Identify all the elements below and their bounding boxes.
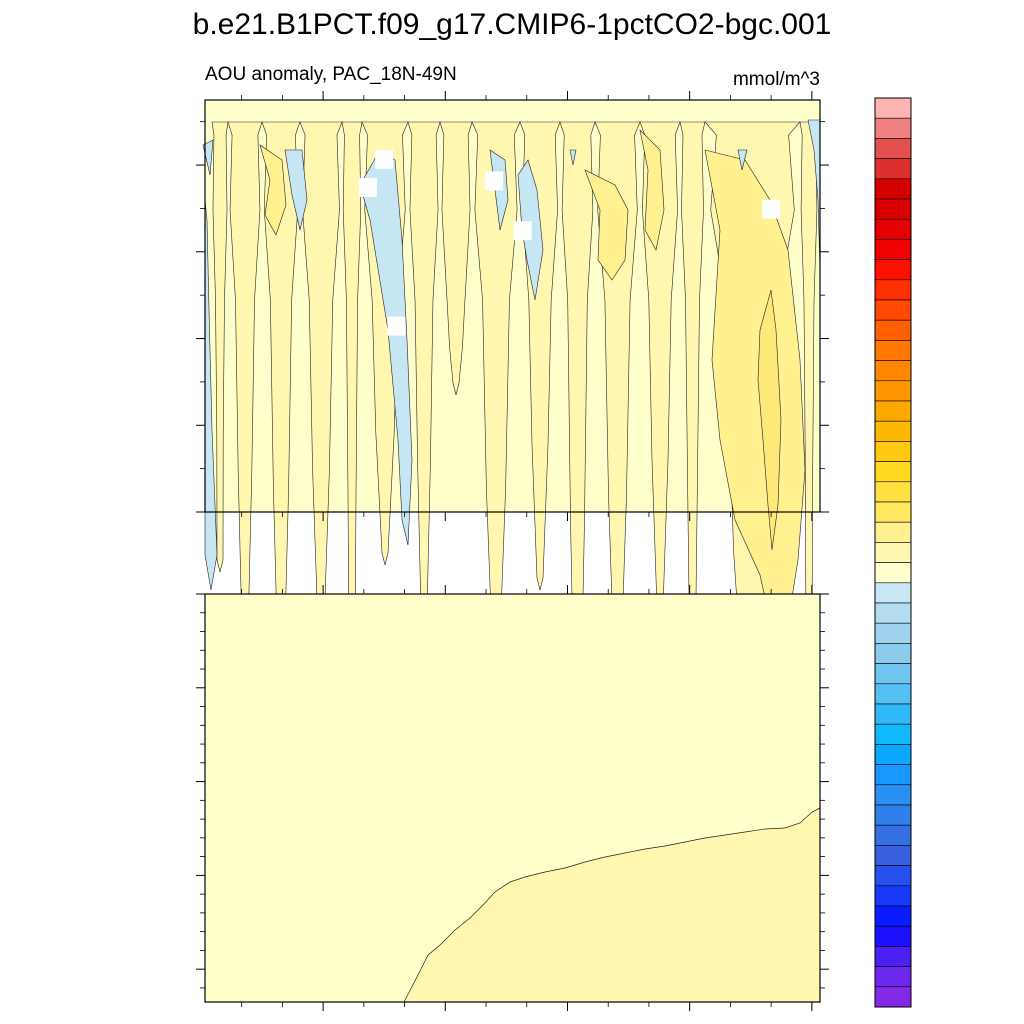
colorbar-swatch bbox=[874, 723, 912, 745]
colorbar-swatch bbox=[874, 622, 912, 644]
contour-band bbox=[439, 121, 473, 396]
colorbar-swatch bbox=[874, 521, 912, 543]
contour-band bbox=[403, 807, 821, 1003]
colorbar-swatch bbox=[874, 117, 912, 139]
colorbar-swatch bbox=[874, 562, 912, 584]
colorbar-swatch bbox=[874, 340, 912, 361]
colorbar-swatch bbox=[874, 279, 912, 301]
colorbar-swatch bbox=[874, 925, 912, 947]
contour-band bbox=[757, 289, 782, 551]
colorbar-swatch bbox=[874, 905, 912, 927]
colorbar-swatch bbox=[874, 966, 912, 988]
contour-band-negative bbox=[204, 199, 218, 591]
colorbar-swatch bbox=[874, 885, 912, 907]
colorbar-swatch bbox=[874, 744, 912, 765]
lower-panel bbox=[196, 585, 829, 1011]
colorbar-swatch bbox=[874, 299, 912, 321]
contour-label-box bbox=[358, 177, 377, 197]
colorbar-swatch bbox=[874, 824, 912, 846]
contour-label-box bbox=[387, 316, 406, 336]
colorbar-swatch bbox=[874, 663, 912, 685]
colorbar-frame bbox=[874, 97, 912, 1008]
colorbar-swatch bbox=[874, 703, 912, 725]
contour-band-negative bbox=[569, 149, 577, 166]
colorbar-swatch bbox=[874, 461, 912, 483]
colorbar-swatch bbox=[874, 259, 912, 281]
contour-band-negative bbox=[737, 149, 748, 171]
contour-band-negative bbox=[284, 149, 308, 231]
colorbar-swatch bbox=[874, 380, 912, 402]
colorbar-swatch bbox=[874, 158, 912, 180]
colorbar-swatch bbox=[874, 542, 912, 563]
colorbar-swatch bbox=[874, 97, 912, 119]
colorbar-swatch bbox=[874, 420, 912, 442]
colorbar-swatch bbox=[874, 501, 912, 523]
contour-band bbox=[639, 129, 665, 251]
colorbar-swatch bbox=[874, 582, 912, 604]
colorbar-swatch bbox=[874, 319, 912, 341]
colorbar-swatch bbox=[874, 946, 912, 967]
chart-subtitle-left: AOU anomaly, PAC_18N-49N bbox=[205, 64, 457, 85]
colorbar-swatch bbox=[874, 441, 912, 462]
colorbar-swatch bbox=[874, 602, 912, 624]
contour-band bbox=[584, 169, 629, 281]
contour-label-box bbox=[375, 149, 394, 169]
contour-band-negative bbox=[807, 119, 821, 271]
upper-panel-frame bbox=[204, 99, 821, 513]
contour-label-box bbox=[485, 171, 504, 191]
chart-units: mmol/m^3 bbox=[733, 69, 820, 90]
colorbar bbox=[874, 97, 912, 1008]
contour-label-box bbox=[762, 199, 781, 219]
colorbar-swatch bbox=[874, 198, 912, 220]
colorbar-swatch bbox=[874, 845, 912, 866]
colorbar-swatch bbox=[874, 683, 912, 705]
colorbar-swatch bbox=[874, 481, 912, 503]
chart-title: b.e21.B1PCT.f09_g17.CMIP6-1pctCO2-bgc.00… bbox=[193, 8, 832, 41]
colorbar-swatch bbox=[874, 784, 912, 806]
colorbar-swatch bbox=[874, 400, 912, 422]
contour-band bbox=[259, 144, 287, 236]
contour-label-box bbox=[513, 221, 532, 241]
colorbar-swatch bbox=[874, 643, 912, 664]
lower-panel-frame bbox=[204, 593, 821, 1003]
colorbar-swatch bbox=[874, 239, 912, 260]
colorbar-swatch bbox=[874, 865, 912, 887]
colorbar-swatch bbox=[874, 986, 912, 1008]
colorbar-swatch bbox=[874, 764, 912, 786]
colorbar-swatch bbox=[874, 218, 912, 240]
colorbar-swatch bbox=[874, 138, 912, 159]
colorbar-swatch bbox=[874, 178, 912, 200]
contour-band bbox=[211, 121, 229, 573]
upper-panel bbox=[196, 91, 829, 801]
colorbar-swatch bbox=[874, 804, 912, 826]
colorbar-swatch bbox=[874, 360, 912, 382]
